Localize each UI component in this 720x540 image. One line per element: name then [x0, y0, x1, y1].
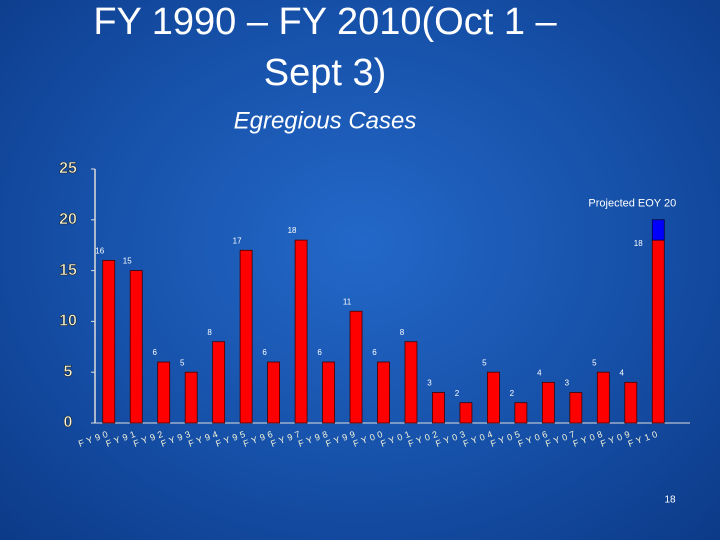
x-tick-label: FY10 — [627, 428, 662, 449]
bar — [514, 402, 528, 424]
page-number: 18 — [664, 495, 676, 506]
y-tick-label: 0 — [64, 414, 73, 431]
value-label: 6 — [317, 348, 322, 357]
value-label: 4 — [620, 368, 625, 377]
bar — [569, 392, 583, 424]
annotation: Projected EOY 20 — [588, 198, 676, 210]
bar — [157, 361, 171, 424]
value-label: 16 — [95, 247, 104, 256]
bar — [541, 381, 555, 424]
bar — [651, 239, 665, 424]
y-tick-label: 5 — [64, 363, 73, 380]
bar — [377, 361, 390, 424]
y-tick-label: 10 — [59, 313, 77, 330]
bar — [212, 341, 226, 424]
value-label: 2 — [510, 389, 515, 398]
y-tick-label: 15 — [59, 262, 77, 279]
bar — [624, 381, 638, 424]
value-label: 6 — [152, 348, 157, 357]
bar — [267, 361, 280, 424]
bar — [239, 249, 253, 424]
bar — [294, 239, 308, 424]
value-label: 2 — [455, 389, 460, 398]
value-label: 5 — [482, 358, 487, 367]
bar — [102, 260, 116, 424]
value-label: 8 — [400, 328, 405, 337]
bar — [349, 310, 363, 424]
value-label: 6 — [262, 348, 267, 357]
value-label: 5 — [592, 358, 597, 367]
projected-bar — [651, 219, 665, 241]
slide-title-line: FY 1990 – FY 2010(Oct 1 – — [93, 1, 557, 43]
bar — [322, 361, 335, 424]
bar — [129, 270, 143, 424]
value-label: 3 — [427, 379, 432, 388]
value-label: 18 — [634, 239, 643, 248]
value-label: 17 — [233, 236, 242, 245]
bar — [487, 371, 500, 424]
value-label: 15 — [123, 257, 132, 266]
value-label: 8 — [207, 328, 212, 337]
value-label: 3 — [565, 379, 570, 388]
value-label: 6 — [372, 348, 377, 357]
y-tick-label: 20 — [59, 211, 77, 228]
bar — [184, 371, 198, 424]
bar — [596, 371, 610, 424]
value-label: 5 — [180, 358, 185, 367]
value-label: 4 — [537, 368, 542, 377]
y-tick-label: 25 — [59, 160, 77, 177]
bar — [404, 341, 418, 424]
bar — [432, 392, 445, 424]
slide-title-line: Sept 3) — [264, 52, 387, 94]
chart-title: Egregious Cases — [234, 107, 417, 134]
bar — [459, 402, 473, 424]
value-label: 18 — [288, 226, 297, 235]
value-label: 11 — [343, 297, 352, 306]
